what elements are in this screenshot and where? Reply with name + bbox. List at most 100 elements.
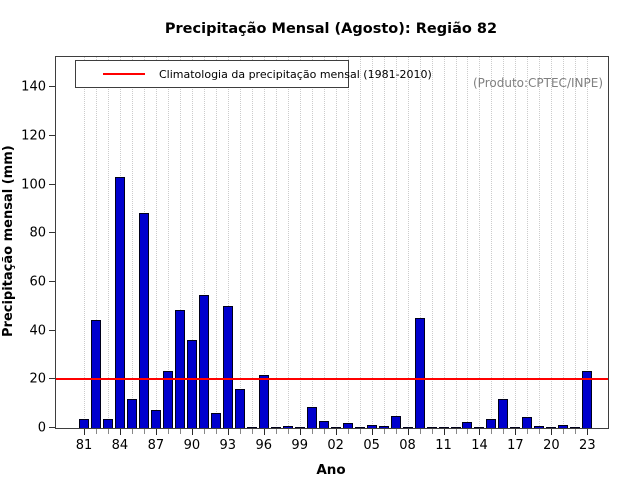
- gridline: [83, 57, 85, 428]
- x-tick: [287, 429, 289, 434]
- bar-07: [390, 416, 401, 428]
- x-tick: [131, 429, 133, 434]
- bar-slot-00: [306, 57, 318, 428]
- x-tick: [479, 429, 481, 435]
- x-tick-slot-14: 14: [471, 428, 488, 468]
- x-tick-slot-97: [270, 428, 282, 468]
- y-tick: [49, 86, 55, 88]
- bar-slot-03: [342, 57, 354, 428]
- x-tick-label: 87: [147, 438, 165, 453]
- bar-slot-97: [270, 57, 282, 428]
- y-tick-label: 80: [29, 225, 46, 241]
- bar-slot-91: [198, 57, 210, 428]
- x-tick: [299, 429, 301, 435]
- bar-91: [198, 295, 209, 428]
- x-tick-label: 14: [471, 438, 488, 453]
- bar-81: [78, 418, 89, 428]
- x-tick-label: 23: [579, 438, 596, 453]
- x-tick-slot-92: [210, 428, 222, 468]
- gridline: [491, 57, 493, 428]
- bar-slot-11: [438, 57, 450, 428]
- bar-10: [426, 427, 437, 428]
- x-tick-label: 17: [507, 438, 524, 453]
- gridline: [227, 57, 229, 428]
- x-tick: [443, 429, 445, 435]
- bar-slot-22: [569, 57, 581, 428]
- y-tick-label: 40: [29, 323, 46, 339]
- x-tick-slot-13: [462, 428, 474, 468]
- y-tick-label: 0: [37, 420, 46, 436]
- bar-22: [570, 427, 581, 428]
- x-tick: [455, 429, 457, 434]
- gridline: [359, 57, 361, 428]
- gridline: [239, 57, 241, 428]
- y-axis-label: Precipitação mensal (mm): [1, 145, 16, 338]
- x-tick-label: 93: [219, 438, 237, 453]
- x-tick-slot-83: [102, 428, 114, 468]
- y-tick: [49, 232, 55, 234]
- x-tick: [119, 429, 121, 435]
- x-tick: [467, 429, 469, 434]
- x-tick: [491, 429, 493, 434]
- y-tick: [49, 134, 55, 136]
- gridline: [443, 57, 445, 428]
- gridline: [431, 57, 433, 428]
- x-tick: [515, 429, 517, 435]
- bars-row: [56, 57, 608, 428]
- y-tick-label: 100: [21, 177, 46, 193]
- x-tick-slot-01: [318, 428, 330, 468]
- bar-82: [90, 319, 101, 428]
- x-tick-slot-84: 84: [111, 428, 129, 468]
- gridline: [95, 57, 97, 428]
- bar-slot-14: [473, 57, 485, 428]
- x-tick: [383, 429, 385, 434]
- bar-slot-96: [258, 57, 270, 428]
- bar-slot-10: [426, 57, 438, 428]
- x-tick-slot-15: [485, 428, 497, 468]
- gridline: [311, 57, 313, 428]
- x-tick: [431, 429, 433, 434]
- x-tick-label: 11: [435, 438, 452, 453]
- x-tick: [203, 429, 205, 434]
- x-tick-slot-93: 93: [219, 428, 237, 468]
- x-tick-slot-89: [174, 428, 186, 468]
- x-tick-slot-85: [126, 428, 138, 468]
- bar-slot-20: [545, 57, 557, 428]
- gridline: [587, 57, 589, 428]
- gridline: [563, 57, 565, 428]
- gridline: [167, 57, 169, 428]
- bar-09: [414, 317, 425, 428]
- gridline: [275, 57, 277, 428]
- x-tick-slot-95: [246, 428, 258, 468]
- bar-94: [234, 389, 245, 428]
- gridline: [287, 57, 289, 428]
- x-tick-label: 84: [111, 438, 129, 453]
- y-tick: [49, 183, 55, 185]
- x-tick-slot-82: [90, 428, 102, 468]
- x-tick-slot-87: 87: [147, 428, 165, 468]
- y-tick-label: 60: [29, 274, 46, 290]
- bar-slot-21: [557, 57, 569, 428]
- x-tick-slot-90: 90: [184, 428, 200, 468]
- bar-slot-15: [485, 57, 497, 428]
- x-tick-slot-81: 81: [76, 428, 92, 468]
- gridline: [467, 57, 469, 428]
- x-tick: [503, 429, 505, 434]
- x-tick-slot-20: 20: [543, 428, 560, 468]
- bar-slot-08: [402, 57, 414, 428]
- x-tick: [419, 429, 421, 434]
- gridline: [251, 57, 253, 428]
- bar-19: [534, 426, 545, 428]
- legend-line-icon: [103, 73, 145, 75]
- bar-03: [342, 422, 353, 428]
- x-tick: [215, 429, 217, 434]
- bar-98: [282, 425, 293, 428]
- bar-00: [306, 406, 317, 428]
- x-tick-slot-12: [450, 428, 462, 468]
- bar-14: [474, 427, 485, 428]
- x-tick-slot-00: [306, 428, 318, 468]
- bar-slot-85: [126, 57, 138, 428]
- bar-slot-93: [222, 57, 234, 428]
- bar-83: [102, 418, 113, 428]
- bar-slot-83: [102, 57, 114, 428]
